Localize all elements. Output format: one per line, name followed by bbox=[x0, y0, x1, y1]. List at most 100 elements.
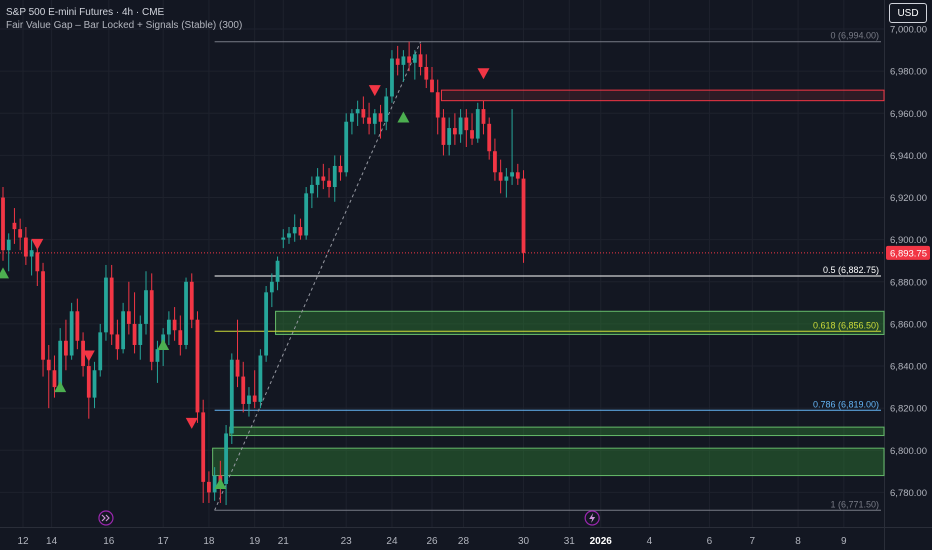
candle[interactable] bbox=[441, 109, 446, 156]
candle[interactable] bbox=[452, 113, 457, 145]
candle[interactable] bbox=[166, 311, 171, 345]
candle[interactable] bbox=[35, 243, 40, 287]
candle[interactable] bbox=[41, 262, 45, 377]
candle[interactable] bbox=[12, 208, 17, 244]
candle[interactable] bbox=[287, 227, 291, 244]
candle[interactable] bbox=[504, 168, 509, 198]
candle[interactable] bbox=[258, 349, 263, 409]
candle[interactable] bbox=[241, 361, 246, 413]
candle[interactable] bbox=[321, 163, 326, 190]
candle[interactable] bbox=[18, 218, 23, 251]
candle[interactable] bbox=[378, 104, 383, 139]
candle[interactable] bbox=[126, 281, 131, 335]
candle[interactable] bbox=[144, 271, 148, 335]
candle[interactable] bbox=[464, 109, 469, 148]
candle[interactable] bbox=[458, 109, 463, 143]
candle[interactable] bbox=[401, 50, 406, 82]
candle[interactable] bbox=[115, 319, 120, 360]
candle[interactable] bbox=[81, 332, 85, 377]
candle[interactable] bbox=[46, 344, 51, 409]
candle[interactable] bbox=[52, 355, 57, 398]
candle[interactable] bbox=[407, 41, 412, 72]
candle[interactable] bbox=[98, 323, 103, 377]
candle[interactable] bbox=[418, 43, 423, 76]
candle[interactable] bbox=[447, 117, 452, 156]
fvg-zone-bearish[interactable] bbox=[440, 89, 885, 102]
candle[interactable] bbox=[184, 277, 188, 350]
last-price-badge[interactable]: 6,893.75 bbox=[886, 245, 930, 260]
candle[interactable] bbox=[75, 298, 80, 350]
candle[interactable] bbox=[470, 113, 474, 145]
candle[interactable] bbox=[189, 273, 194, 329]
candle[interactable] bbox=[6, 233, 11, 272]
candle[interactable] bbox=[64, 319, 68, 371]
candle[interactable] bbox=[395, 45, 400, 76]
candle[interactable] bbox=[1, 187, 5, 261]
candle[interactable] bbox=[430, 66, 434, 93]
lightning-icon[interactable] bbox=[584, 510, 600, 526]
candle[interactable] bbox=[224, 425, 228, 506]
fvg-zone-bullish[interactable] bbox=[212, 447, 885, 477]
candle[interactable] bbox=[281, 229, 286, 249]
candle[interactable] bbox=[104, 264, 108, 341]
candle[interactable] bbox=[155, 340, 160, 383]
candle[interactable] bbox=[292, 214, 297, 242]
candle[interactable] bbox=[355, 100, 360, 126]
candle[interactable] bbox=[23, 227, 28, 265]
candle[interactable] bbox=[510, 109, 514, 185]
candle[interactable] bbox=[298, 218, 303, 240]
candle[interactable] bbox=[493, 138, 497, 181]
candle[interactable] bbox=[121, 302, 126, 354]
candle[interactable] bbox=[384, 88, 389, 131]
candle[interactable] bbox=[58, 328, 63, 392]
fvg-zone-bullish[interactable] bbox=[229, 426, 885, 437]
candle[interactable] bbox=[361, 96, 366, 124]
candle[interactable] bbox=[481, 100, 486, 135]
candle[interactable] bbox=[367, 102, 371, 135]
candle[interactable] bbox=[29, 239, 34, 276]
candle[interactable] bbox=[344, 113, 349, 177]
candle[interactable] bbox=[132, 292, 137, 354]
candle[interactable] bbox=[435, 79, 440, 135]
candle[interactable] bbox=[269, 273, 274, 308]
candle[interactable] bbox=[487, 117, 492, 160]
indicator-legend[interactable]: Fair Value Gap – Bar Locked + Signals (S… bbox=[6, 20, 243, 31]
candle[interactable] bbox=[212, 467, 217, 501]
candle[interactable] bbox=[201, 399, 206, 503]
candle[interactable] bbox=[315, 168, 320, 198]
candle[interactable] bbox=[69, 302, 74, 360]
candle[interactable] bbox=[247, 387, 251, 417]
candle[interactable] bbox=[309, 176, 314, 209]
candle[interactable] bbox=[521, 170, 526, 263]
candle[interactable] bbox=[372, 109, 377, 135]
candle[interactable] bbox=[275, 256, 280, 291]
candle[interactable] bbox=[424, 54, 429, 89]
candle[interactable] bbox=[229, 353, 234, 444]
fvg-zone-bullish[interactable] bbox=[275, 310, 885, 335]
candle[interactable] bbox=[515, 163, 520, 185]
candle[interactable] bbox=[498, 159, 503, 194]
candle[interactable] bbox=[264, 286, 269, 362]
candle[interactable] bbox=[207, 471, 211, 503]
candle[interactable] bbox=[412, 50, 417, 80]
symbol-title[interactable]: S&P 500 E-mini Futures · 4h · CME bbox=[6, 7, 165, 18]
candle[interactable] bbox=[109, 264, 114, 345]
candle[interactable] bbox=[327, 168, 331, 198]
candle[interactable] bbox=[138, 315, 143, 360]
candle[interactable] bbox=[350, 109, 354, 135]
candle[interactable] bbox=[195, 311, 200, 423]
candle[interactable] bbox=[92, 361, 97, 409]
candle[interactable] bbox=[86, 353, 91, 419]
candle[interactable] bbox=[172, 307, 177, 341]
candle[interactable] bbox=[390, 50, 394, 103]
candle[interactable] bbox=[304, 187, 309, 240]
currency-button[interactable]: USD bbox=[889, 3, 927, 23]
candle[interactable] bbox=[332, 155, 337, 202]
candle[interactable] bbox=[475, 102, 480, 143]
candle[interactable] bbox=[252, 370, 257, 409]
candle[interactable] bbox=[149, 273, 154, 371]
candle[interactable] bbox=[178, 315, 183, 356]
double-chevron-right-icon[interactable] bbox=[98, 510, 114, 526]
candle[interactable] bbox=[338, 155, 343, 181]
